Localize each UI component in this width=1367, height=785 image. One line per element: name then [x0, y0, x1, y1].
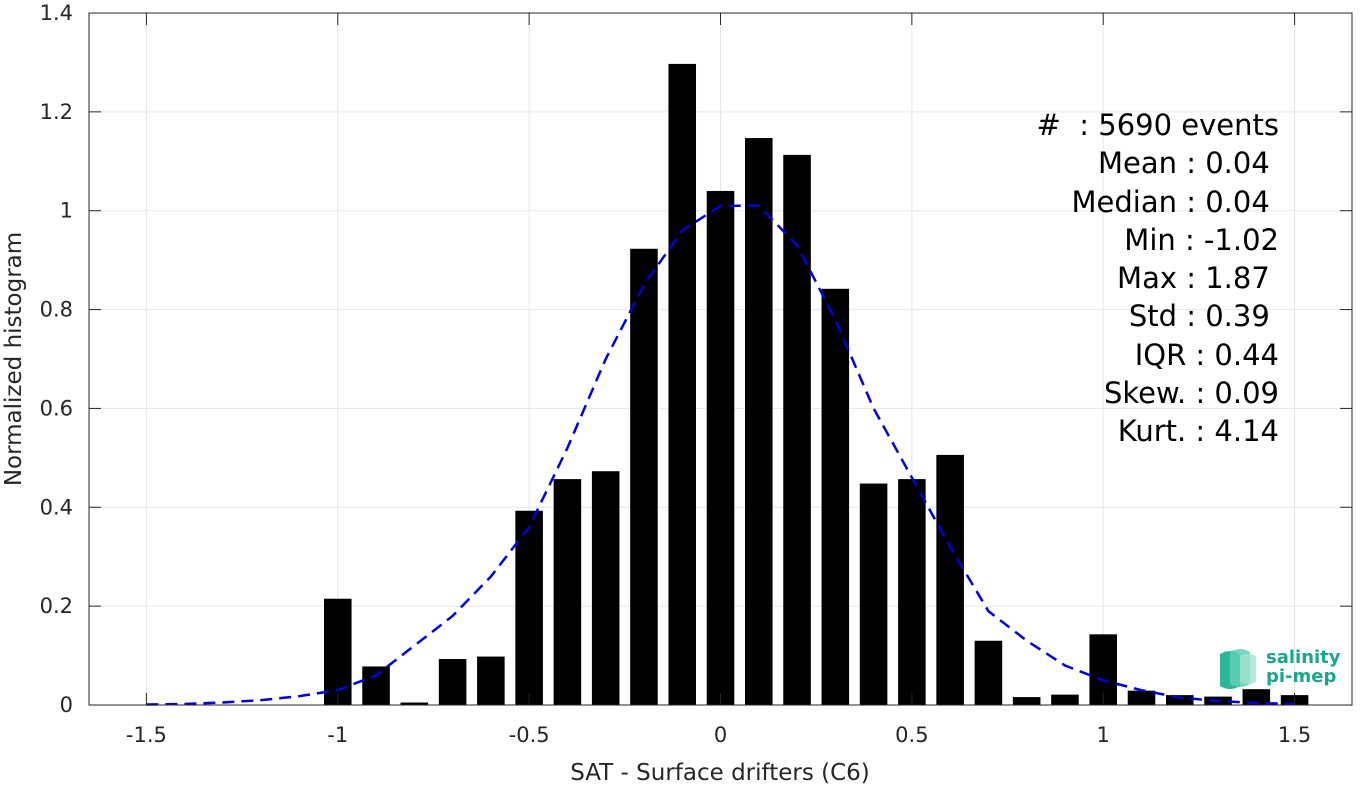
- histogram-bar: [400, 702, 429, 705]
- y-axis-label: Normalized histogram: [1, 232, 27, 486]
- x-tick-label: 0.5: [895, 723, 928, 747]
- stat-max: Max : 1.87: [1117, 261, 1279, 296]
- histogram-bar: [936, 454, 964, 705]
- stat-min: Min : -1.02: [1124, 222, 1279, 257]
- logo-text-salinity: salinity: [1266, 647, 1341, 668]
- stat-kurt: Kurt. : 4.14: [1117, 414, 1279, 449]
- y-tick-label: 0.4: [40, 495, 73, 519]
- x-tick-label: -0.5: [509, 723, 550, 747]
- y-tick-label: 0.6: [40, 396, 73, 420]
- x-tick-label: 1.5: [1278, 723, 1311, 747]
- histogram-bar: [362, 666, 390, 705]
- x-axis-label: SAT - Surface drifters (C6): [570, 760, 870, 785]
- gaussian-fit-line: [146, 204, 1295, 706]
- histogram-bar: [1012, 697, 1041, 705]
- histogram-bar: [630, 248, 658, 705]
- y-tick-label: 0.8: [40, 298, 73, 322]
- y-axis-ticks: 0 0.2 0.4 0.6 0.8 1 1.2 1.4: [40, 1, 1352, 717]
- histogram-bar: [515, 510, 543, 705]
- x-tick-label: -1: [327, 723, 348, 747]
- histogram-bar: [1051, 694, 1079, 705]
- y-tick-label: 0.2: [40, 594, 73, 618]
- y-tick-label: 1.2: [40, 100, 73, 124]
- histogram-bar: [974, 640, 1003, 705]
- histogram-bar: [1242, 689, 1271, 705]
- statistics-panel: # : 5690 events Mean : 0.04 Median : 0.0…: [1037, 106, 1279, 451]
- histogram-bars: [323, 63, 1309, 706]
- stat-median: Median : 0.04: [1071, 184, 1279, 219]
- x-tick-label: 0: [714, 723, 727, 747]
- stat-mean: Mean : 0.04: [1097, 146, 1279, 181]
- histogram-bar: [438, 659, 467, 705]
- wave-logo-icon: [1220, 649, 1256, 689]
- y-tick-label: 1.4: [40, 1, 73, 25]
- stat-iqr: IQR : 0.44: [1134, 337, 1279, 372]
- stat-skew: Skew. : 0.09: [1103, 376, 1279, 411]
- histogram-bar: [591, 471, 620, 705]
- stat-std: Std : 0.39: [1128, 299, 1279, 334]
- x-tick-label: -1.5: [126, 723, 167, 747]
- histogram-bar: [1127, 690, 1156, 705]
- histogram-bar: [668, 63, 697, 705]
- histogram-bar: [821, 288, 850, 705]
- histogram-bar: [477, 656, 505, 705]
- x-tick-label: 1: [1097, 723, 1110, 747]
- histogram-bar: [1165, 695, 1194, 705]
- histogram-bar: [553, 479, 582, 705]
- y-tick-label: 1: [60, 199, 73, 223]
- histogram-bar: [783, 154, 811, 706]
- histogram-bar: [859, 483, 888, 705]
- logo-text-pimep: pi-mep: [1266, 666, 1337, 687]
- stat-events: # : 5690 events: [1036, 108, 1279, 142]
- salinity-pi-mep-logo: salinity pi-mep: [1216, 646, 1346, 694]
- y-tick-label: 0: [60, 693, 73, 717]
- x-axis-ticks: -1.5 -1 -0.5 0 0.5 1 1.5: [126, 13, 1311, 747]
- histogram-bar: [744, 138, 773, 705]
- histogram-bar: [898, 479, 926, 705]
- histogram-bar: [706, 190, 735, 705]
